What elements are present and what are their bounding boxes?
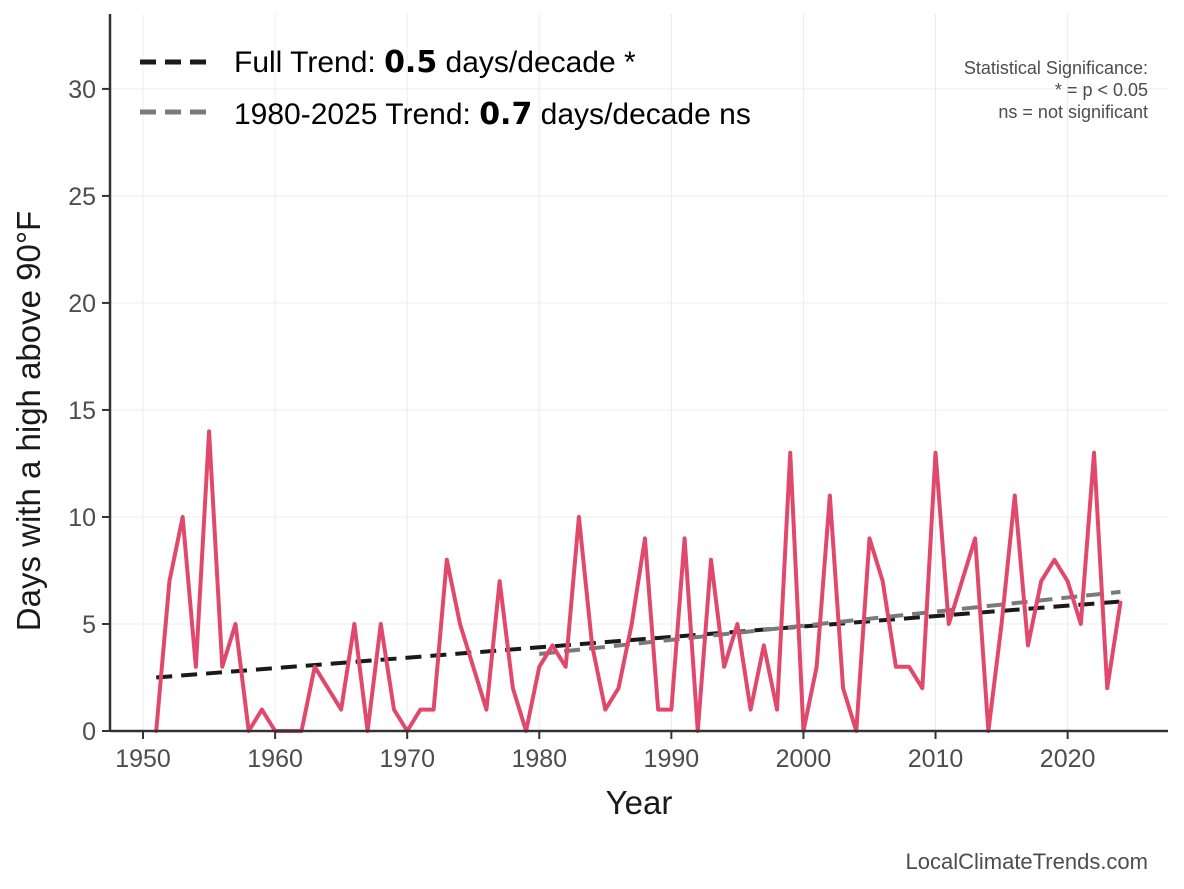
legend-recent-value: 0.7: [479, 97, 532, 132]
significance-note-line2: * = p < 0.05: [1055, 80, 1148, 100]
legend-label-recent-trend: 1980-2025 Trend: 0.7 days/decade ns: [234, 97, 751, 132]
x-tick-label-1950: 1950: [115, 745, 171, 773]
y-tick-labels: 0 5 10 15 20 25 30: [68, 76, 96, 746]
significance-note-line1: Statistical Significance:: [964, 58, 1148, 78]
series-line-0: [154, 429, 1123, 733]
y-tick-label-5: 5: [82, 611, 96, 639]
data-series: [154, 429, 1123, 733]
y-tick-label-0: 0: [82, 718, 96, 746]
x-tick-label-1970: 1970: [379, 745, 435, 773]
x-tick-label-1980: 1980: [511, 745, 567, 773]
legend: Full Trend: 0.5 days/decade * 1980-2025 …: [140, 45, 751, 132]
y-tick-label-10: 10: [68, 504, 96, 532]
x-tick-label-2010: 2010: [908, 745, 964, 773]
x-axis-title: Year: [606, 784, 673, 821]
legend-full-prefix: Full Trend:: [234, 46, 384, 79]
legend-recent-suffix: days/decade ns: [532, 98, 750, 131]
trend-lines: [156, 589, 1121, 680]
x-tick-label-1990: 1990: [644, 745, 700, 773]
y-tick-label-15: 15: [68, 397, 96, 425]
gridlines: [110, 14, 1168, 732]
legend-label-full-trend: Full Trend: 0.5 days/decade *: [234, 45, 636, 80]
axes: [102, 14, 1168, 739]
legend-recent-prefix: 1980-2025 Trend:: [234, 98, 479, 131]
x-tick-label-2000: 2000: [776, 745, 832, 773]
x-tick-label-1960: 1960: [247, 745, 303, 773]
source-credit: LocalClimateTrends.com: [906, 849, 1149, 874]
x-tick-label-2020: 2020: [1040, 745, 1096, 773]
y-tick-label-25: 25: [68, 183, 96, 211]
y-tick-label-20: 20: [68, 290, 96, 318]
legend-full-value: 0.5: [384, 45, 437, 80]
y-tick-label-30: 30: [68, 76, 96, 104]
legend-full-suffix: days/decade *: [437, 46, 636, 79]
significance-note: Statistical Significance: * = p < 0.05 n…: [964, 58, 1148, 122]
x-tick-labels: 1950 1960 1970 1980 1990 2000 2010 2020: [115, 745, 1095, 773]
y-axis-title: Days with a high above 90°F: [10, 211, 47, 631]
trend-line-0: [156, 599, 1121, 680]
significance-note-line3: ns = not significant: [998, 102, 1148, 122]
